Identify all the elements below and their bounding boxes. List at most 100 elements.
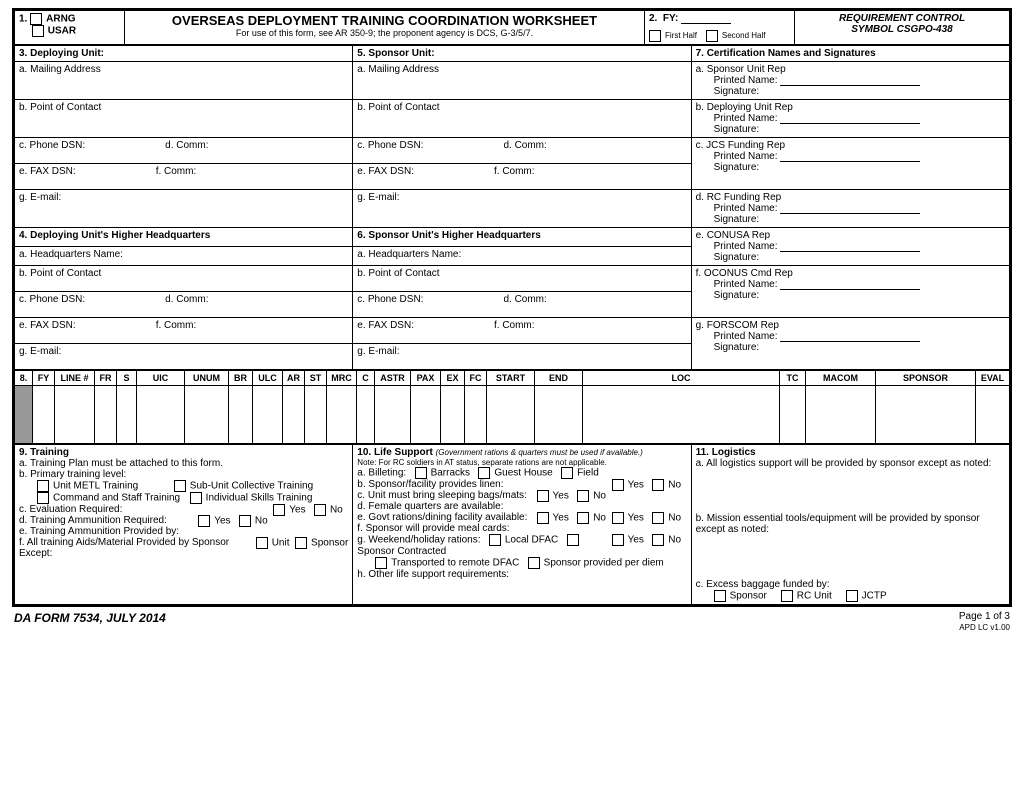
col-fc: FC bbox=[465, 371, 487, 386]
col-ar: AR bbox=[283, 371, 305, 386]
s11-rcunit-checkbox[interactable] bbox=[781, 590, 793, 602]
col-br: BR bbox=[229, 371, 253, 386]
sponcontract-checkbox[interactable] bbox=[567, 534, 579, 546]
s11-sponsor-checkbox[interactable] bbox=[714, 590, 726, 602]
s3-head: 3. Deploying Unit: bbox=[15, 46, 353, 62]
indskills-checkbox[interactable] bbox=[190, 492, 202, 504]
cmdstaff-checkbox[interactable] bbox=[37, 492, 49, 504]
s9d-yes[interactable] bbox=[198, 515, 210, 527]
s4-a[interactable]: a. Headquarters Name: bbox=[15, 247, 353, 266]
s7-d-lbl: d. RC Funding Rep bbox=[696, 192, 782, 203]
s5-d: d. Comm: bbox=[503, 140, 546, 151]
s3-ef[interactable]: e. FAX DSN:f. Comm: bbox=[15, 164, 353, 190]
s9d-no[interactable] bbox=[239, 515, 251, 527]
second-half-label: Second Half bbox=[722, 31, 766, 40]
s4-cd[interactable]: c. Phone DSN:d. Comm: bbox=[15, 292, 353, 318]
s10d-no[interactable] bbox=[652, 512, 664, 524]
s10c-yes[interactable] bbox=[537, 490, 549, 502]
s3-c: c. Phone DSN: bbox=[19, 140, 85, 151]
guest-checkbox[interactable] bbox=[478, 467, 490, 479]
s9e-sponsor[interactable] bbox=[295, 537, 307, 549]
s4-b[interactable]: b. Point of Contact bbox=[15, 266, 353, 292]
first-half-checkbox[interactable] bbox=[649, 30, 661, 42]
perdiem-checkbox[interactable] bbox=[528, 557, 540, 569]
s5-cd[interactable]: c. Phone DSN: d. Comm: bbox=[353, 138, 691, 164]
arng-label: ARNG bbox=[46, 14, 75, 25]
req-control: REQUIREMENT CONTROL SYMBOL CSGPO-438 bbox=[795, 11, 1010, 45]
s6-d: d. Comm: bbox=[503, 294, 546, 305]
s5-b[interactable]: b. Point of Contact bbox=[353, 100, 691, 138]
s10c-no[interactable] bbox=[577, 490, 589, 502]
s10e-yes[interactable] bbox=[537, 512, 549, 524]
s5-a[interactable]: a. Mailing Address bbox=[353, 62, 691, 100]
s6-a[interactable]: a. Headquarters Name: bbox=[353, 247, 691, 266]
s9c-no[interactable] bbox=[314, 504, 326, 516]
s7-e-printed: Printed Name: bbox=[714, 241, 778, 252]
s7-f-sig: Signature: bbox=[714, 290, 760, 301]
second-half-checkbox[interactable] bbox=[706, 30, 718, 42]
s7-c-sig: Signature: bbox=[714, 162, 760, 173]
s9e-unit[interactable] bbox=[256, 537, 268, 549]
localdfac-checkbox[interactable] bbox=[489, 534, 501, 546]
s10b-yes[interactable] bbox=[612, 479, 624, 491]
col-loc: LOC bbox=[583, 371, 780, 386]
usar-checkbox[interactable] bbox=[32, 25, 44, 37]
s6-g[interactable]: g. E-mail: bbox=[353, 344, 691, 370]
s3-cd[interactable]: c. Phone DSN:d. Comm: bbox=[15, 138, 353, 164]
s5-c: c. Phone DSN: bbox=[357, 140, 423, 151]
s10f-yes[interactable] bbox=[612, 534, 624, 546]
col-c: C bbox=[357, 371, 375, 386]
reqctl-1: REQUIREMENT CONTROL bbox=[839, 13, 965, 24]
sections-3-7: 3. Deploying Unit: 5. Sponsor Unit: 7. C… bbox=[14, 45, 1010, 370]
s3-b[interactable]: b. Point of Contact bbox=[15, 100, 353, 138]
s4-g[interactable]: g. E-mail: bbox=[15, 344, 353, 370]
s7-e: e. CONUSA Rep Printed Name: Signature: bbox=[691, 228, 1009, 266]
s10b-no[interactable] bbox=[652, 479, 664, 491]
metl-checkbox[interactable] bbox=[37, 480, 49, 492]
s7-d-sig: Signature: bbox=[714, 214, 760, 225]
s10e-no[interactable] bbox=[577, 512, 589, 524]
remotedfac-checkbox[interactable] bbox=[375, 557, 387, 569]
col-ulc: ULC bbox=[253, 371, 283, 386]
s9-head: 9. Training bbox=[19, 447, 348, 458]
s8-data-row[interactable] bbox=[15, 386, 1010, 444]
s10-h: h. Other life support requirements: bbox=[357, 569, 686, 580]
s6-ef[interactable]: e. FAX DSN:f. Comm: bbox=[353, 318, 691, 344]
box-1: 1. ARNG USAR bbox=[15, 11, 125, 45]
s10-e: e. Govt rations/dining facility availabl… bbox=[357, 512, 527, 523]
barracks-checkbox[interactable] bbox=[415, 467, 427, 479]
form-page: 1. ARNG USAR OVERSEAS DEPLOYMENT TRAININ… bbox=[0, 0, 1024, 799]
page-num: Page 1 of 3 bbox=[959, 611, 1010, 622]
s6-cd[interactable]: c. Phone DSN:d. Comm: bbox=[353, 292, 691, 318]
s10d-yes[interactable] bbox=[612, 512, 624, 524]
col-mrc: MRC bbox=[327, 371, 357, 386]
s9-e: e. Training Ammunition Provided by: bbox=[19, 526, 179, 537]
col-pax: PAX bbox=[411, 371, 441, 386]
arng-checkbox[interactable] bbox=[30, 13, 42, 25]
s5-ef[interactable]: e. FAX DSN:f. Comm: bbox=[353, 164, 691, 190]
s9-b3: Command and Staff Training bbox=[53, 493, 180, 504]
s9c-yes[interactable] bbox=[273, 504, 285, 516]
s9-d: d. Training Ammunition Required: bbox=[19, 515, 167, 526]
s10-b: b. Sponsor/facility provides linen: bbox=[357, 479, 503, 490]
s7-d-printed: Printed Name: bbox=[714, 203, 778, 214]
s3-a[interactable]: a. Mailing Address bbox=[15, 62, 353, 100]
col-st: ST bbox=[305, 371, 327, 386]
s10-g: g. Weekend/holiday rations: bbox=[357, 535, 480, 546]
s5-g[interactable]: g. E-mail: bbox=[353, 190, 691, 228]
s3-g[interactable]: g. E-mail: bbox=[15, 190, 353, 228]
s7-a-sig: Signature: bbox=[714, 86, 760, 97]
box2-num: 2. bbox=[649, 13, 657, 24]
col-end: END bbox=[535, 371, 583, 386]
col-sponsor: SPONSOR bbox=[876, 371, 976, 386]
s7-a: a. Sponsor Unit Rep Printed Name: Signat… bbox=[691, 62, 1009, 100]
s3-f: f. Comm: bbox=[156, 166, 197, 177]
s11-jctp-checkbox[interactable] bbox=[846, 590, 858, 602]
s4-ef[interactable]: e. FAX DSN:f. Comm: bbox=[15, 318, 353, 344]
s11-cell: 11. Logistics a. All logistics support w… bbox=[691, 445, 1009, 605]
field-checkbox[interactable] bbox=[561, 467, 573, 479]
s10f-no[interactable] bbox=[652, 534, 664, 546]
subunit-checkbox[interactable] bbox=[174, 480, 186, 492]
reqctl-2: SYMBOL CSGPO-438 bbox=[851, 24, 953, 35]
s6-b[interactable]: b. Point of Contact bbox=[353, 266, 691, 292]
